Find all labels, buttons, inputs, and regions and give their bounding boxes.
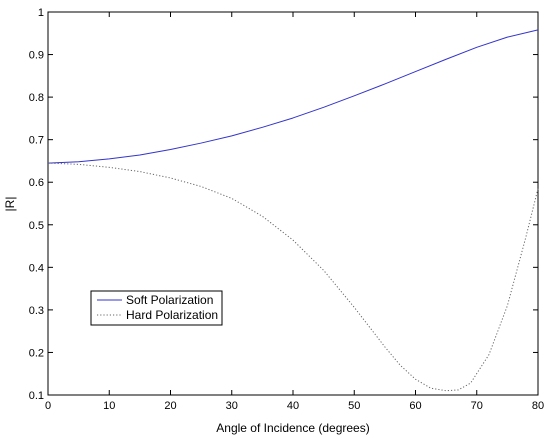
- x-axis-ticks: 0 10 20 30 40 50 60 70 80: [45, 12, 544, 412]
- x-tick-label: 60: [409, 400, 421, 412]
- series-layer: [47, 29, 539, 392]
- x-tick-label: 50: [348, 400, 360, 412]
- series-line-soft-polarization: [47, 29, 539, 164]
- y-axis-label: |R|: [3, 197, 17, 212]
- x-tick-label: 30: [226, 400, 238, 412]
- y-axis-ticks: 0.1 0.2 0.3 0.4 0.5 0.6 0.7 0.8 0.9 1: [29, 7, 538, 402]
- y-tick-label: 0.2: [29, 347, 44, 359]
- legend-box: [90, 290, 223, 326]
- y-tick-label: 0.1: [29, 390, 44, 402]
- legend-label-hard-polarization: Hard Polarization: [126, 308, 218, 322]
- x-tick-label: 40: [287, 400, 299, 412]
- y-tick-label: 1: [38, 7, 44, 19]
- y-tick-label: 0.4: [29, 262, 44, 274]
- y-tick-label: 0.8: [29, 92, 44, 104]
- x-tick-label: 10: [103, 400, 115, 412]
- x-axis-label: Angle of Incidence (degrees): [216, 421, 369, 435]
- y-tick-label: 0.9: [29, 50, 44, 62]
- series-line-hard-polarization: [47, 162, 539, 392]
- x-tick-label: 20: [164, 400, 176, 412]
- y-tick-label: 0.3: [29, 305, 44, 317]
- x-tick-label: 0: [45, 400, 51, 412]
- y-tick-label: 0.6: [29, 177, 44, 189]
- legend-label-soft-polarization: Soft Polarization: [126, 293, 213, 307]
- legend: Soft Polarization Hard Polarization: [90, 290, 223, 326]
- y-tick-label: 0.5: [29, 220, 44, 232]
- y-tick-label: 0.7: [29, 135, 44, 147]
- x-tick-label: 70: [471, 400, 483, 412]
- x-tick-label: 80: [532, 400, 544, 412]
- plot-area: [47, 11, 539, 396]
